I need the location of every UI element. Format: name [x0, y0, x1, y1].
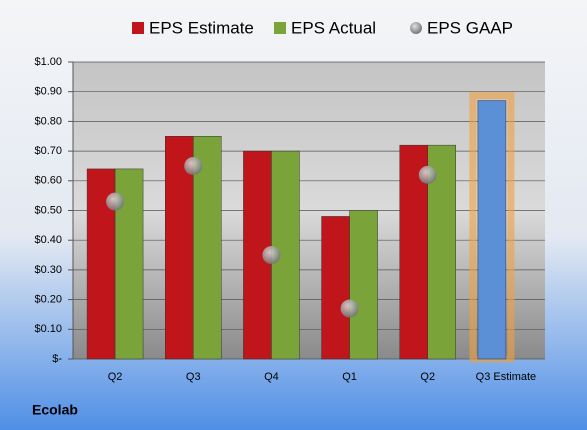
gaap-marker: [340, 299, 359, 318]
gaap-marker: [418, 165, 437, 184]
legend-marker: [132, 22, 144, 34]
legend-text: EPS Estimate: [149, 18, 254, 37]
x-tick-label: Q3: [186, 371, 201, 383]
y-tick-label: $-: [52, 353, 62, 365]
x-tick-label: Q4: [264, 371, 279, 383]
legend-marker: [274, 22, 286, 34]
y-tick-label: $1.00: [34, 56, 62, 68]
x-tick-label: Q1: [342, 371, 357, 383]
y-tick-label: $0.30: [34, 264, 62, 276]
bar: [349, 210, 378, 360]
y-tick-label: $0.80: [34, 115, 62, 127]
chart-title: Ecolab: [32, 402, 78, 418]
y-tick-label: $0.40: [34, 234, 62, 246]
y-tick-label: $0.60: [34, 175, 62, 187]
gaap-marker: [262, 246, 281, 265]
y-tick-label: $0.90: [34, 86, 62, 98]
gaap-marker: [184, 156, 203, 175]
y-tick-label: $0.10: [34, 323, 62, 335]
x-tick-label: Q3 Estimate: [476, 371, 537, 383]
gaap-marker: [106, 192, 125, 211]
legend-marker: [410, 22, 422, 34]
legend-text: EPS Actual: [291, 18, 376, 37]
x-tick-label: Q2: [108, 371, 123, 383]
y-tick-label: $0.50: [34, 204, 62, 216]
y-tick-label: $0.20: [34, 294, 62, 306]
legend-text: EPS GAAP: [427, 18, 513, 37]
x-tick-label: Q2: [420, 371, 435, 383]
bar: [477, 100, 507, 360]
y-tick-label: $0.70: [34, 145, 62, 157]
bar: [321, 216, 350, 360]
